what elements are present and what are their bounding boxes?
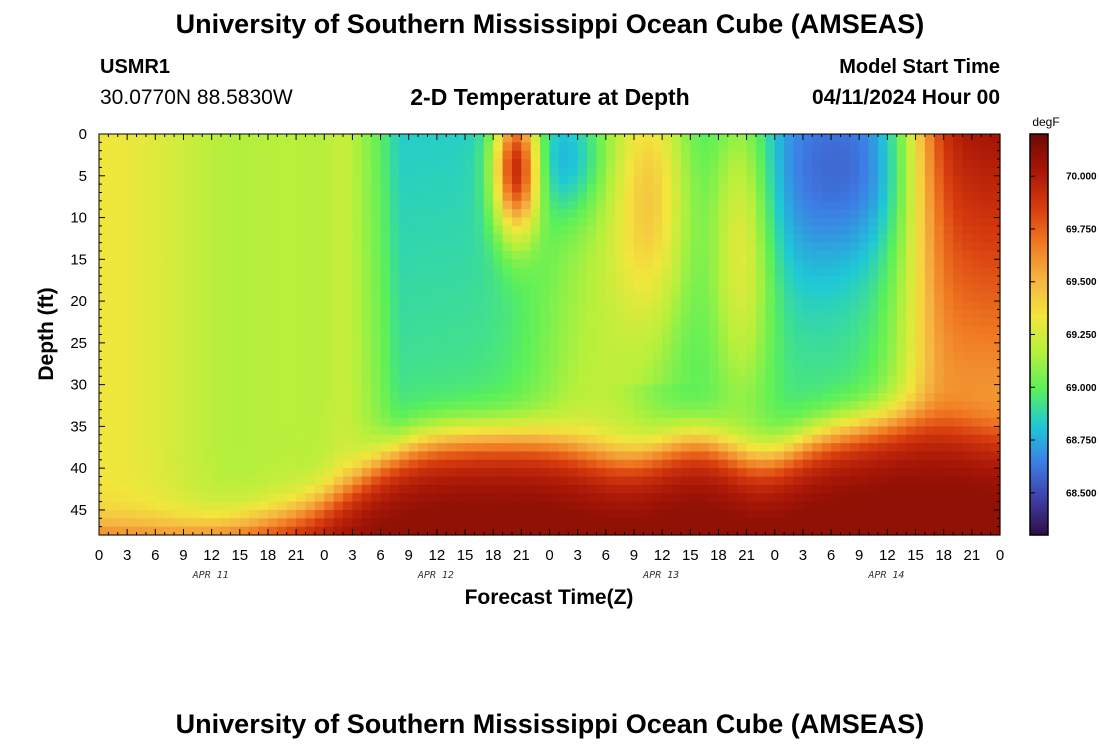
x-tick-label: 6 — [602, 547, 610, 564]
footer-title: University of Southern Mississippi Ocean… — [175, 709, 925, 739]
x-tick-label: 18 — [260, 547, 277, 564]
x-axis-label: Forecast Time(Z) — [465, 586, 634, 609]
day-label: APR 11 — [192, 570, 229, 581]
x-tick-label: 15 — [907, 547, 924, 564]
x-tick-label: 12 — [203, 547, 220, 564]
x-tick-label: 18 — [935, 547, 952, 564]
y-tick-label: 5 — [79, 168, 87, 185]
x-tick-label: 18 — [710, 547, 727, 564]
x-tick-label: 21 — [513, 547, 530, 564]
model-start-time: 04/11/2024 Hour 00 — [812, 86, 1000, 109]
x-tick-label: 0 — [545, 547, 553, 564]
x-tick-label: 9 — [405, 547, 413, 564]
x-tick-label: 3 — [348, 547, 356, 564]
y-tick-label: 35 — [70, 418, 87, 435]
y-tick-label: 10 — [70, 210, 87, 227]
day-label: APR 14 — [867, 570, 904, 581]
x-tick-label: 0 — [95, 547, 103, 564]
x-tick-label: 6 — [827, 547, 835, 564]
colorbar-tick-label: 68.500 — [1066, 488, 1097, 499]
y-tick-label: 25 — [70, 335, 87, 352]
x-tick-label: 15 — [457, 547, 474, 564]
y-tick-label: 30 — [70, 377, 87, 394]
x-tick-label: 15 — [231, 547, 248, 564]
day-label: APR 12 — [417, 570, 454, 581]
y-tick-label: 20 — [70, 293, 87, 310]
x-tick-label: 21 — [738, 547, 755, 564]
x-tick-label: 18 — [485, 547, 502, 564]
y-tick-label: 0 — [79, 126, 87, 143]
x-tick-label: 6 — [376, 547, 384, 564]
x-tick-label: 3 — [573, 547, 581, 564]
heatmap-cells — [99, 134, 1001, 536]
colorbar-tick-label: 69.000 — [1066, 383, 1097, 394]
colorbar-tick-label: 69.750 — [1066, 224, 1097, 235]
x-tick-label: 0 — [771, 547, 779, 564]
x-tick-label: 15 — [682, 547, 699, 564]
colorbar-tick-label: 69.250 — [1066, 330, 1097, 341]
chart-subtitle: 2-D Temperature at Depth — [410, 84, 690, 110]
y-tick-label: 15 — [70, 251, 87, 268]
x-tick-label: 9 — [179, 547, 187, 564]
x-tick-label: 12 — [879, 547, 896, 564]
x-tick-label: 3 — [123, 547, 131, 564]
x-tick-label: 0 — [996, 547, 1004, 564]
page-title: University of Southern Mississippi Ocean… — [175, 9, 925, 39]
x-tick-label: 0 — [320, 547, 328, 564]
x-tick-label: 3 — [799, 547, 807, 564]
colorbar-tick-label: 70.000 — [1066, 172, 1097, 183]
x-tick-label: 6 — [151, 547, 159, 564]
x-tick-label: 12 — [654, 547, 671, 564]
x-tick-label: 21 — [288, 547, 305, 564]
colorbar-tick-label: 68.750 — [1066, 436, 1097, 447]
y-tick-label: 45 — [70, 502, 87, 519]
colorbar-unit: degF — [1032, 115, 1059, 129]
colorbar-tick-label: 69.500 — [1066, 277, 1097, 288]
y-tick-label: 40 — [70, 460, 87, 477]
x-tick-label: 9 — [630, 547, 638, 564]
station-coords: 30.0770N 88.5830W — [100, 86, 293, 109]
model-start-label: Model Start Time — [839, 56, 1000, 78]
x-tick-label: 9 — [855, 547, 863, 564]
x-tick-label: 21 — [964, 547, 981, 564]
day-label: APR 13 — [642, 570, 679, 581]
y-axis-label: Depth (ft) — [35, 287, 58, 380]
station-id: USMR1 — [100, 56, 171, 78]
x-tick-label: 12 — [429, 547, 446, 564]
